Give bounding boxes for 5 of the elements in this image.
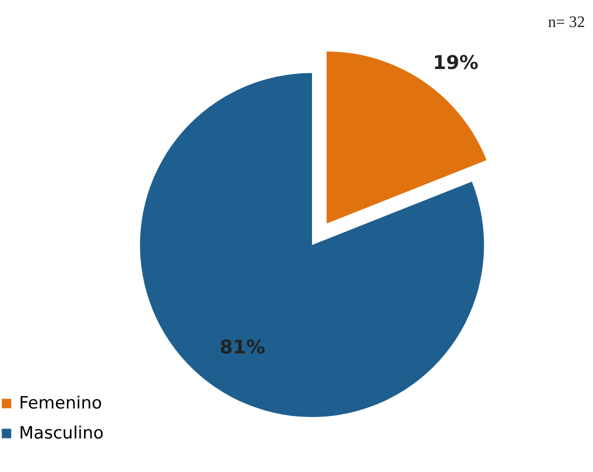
text: n= 32	[548, 14, 585, 31]
data-label: 81%	[220, 336, 266, 358]
legend-label: Femenino	[19, 394, 102, 414]
legend-label: Masculino	[19, 424, 104, 444]
data-label: 19%	[432, 52, 478, 74]
